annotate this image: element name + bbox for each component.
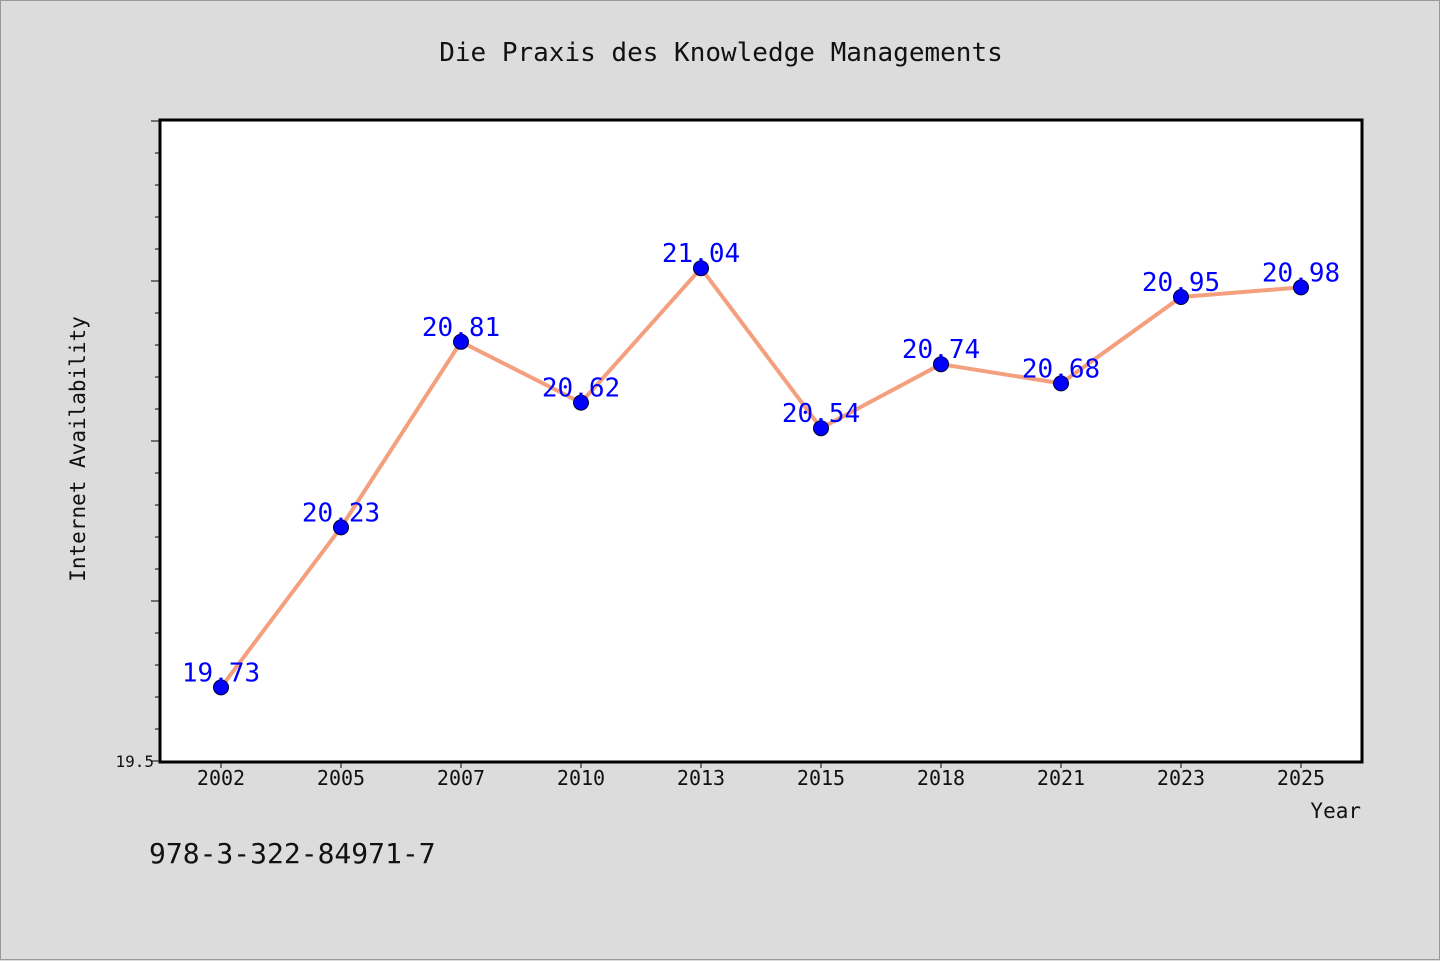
- x-axis-label: Year: [1310, 799, 1361, 823]
- series-line: [219, 266, 1302, 689]
- plot-area: [158, 118, 1364, 764]
- x-tick-label: 2015: [797, 766, 845, 790]
- data-point: [1293, 279, 1309, 296]
- data-label: 20.23: [302, 498, 380, 528]
- data-point: [813, 420, 829, 437]
- y-axis-label: Internet Availability: [66, 316, 90, 582]
- x-tick-label: 2010: [557, 766, 605, 790]
- data-label: 20.81: [422, 313, 500, 343]
- y-tick-label: 19.5: [115, 752, 154, 771]
- data-point: [453, 333, 469, 350]
- data-point: [333, 519, 349, 536]
- x-tick-label: 2025: [1277, 766, 1325, 790]
- y-axis-ticks: [151, 120, 161, 762]
- data-point: [1053, 375, 1069, 392]
- data-point: [693, 260, 709, 277]
- chart-title: Die Praxis des Knowledge Managements: [439, 38, 1003, 68]
- data-label: 21.04: [662, 239, 740, 269]
- x-tick-label: 2023: [1157, 766, 1205, 790]
- data-point: [573, 394, 589, 411]
- data-label: 20.62: [542, 374, 620, 404]
- data-point: [933, 356, 949, 373]
- x-tick-label: 2002: [197, 766, 245, 790]
- data-label: 19.73: [182, 658, 260, 688]
- x-tick-label: 2005: [317, 766, 365, 790]
- data-label: 20.68: [1022, 354, 1100, 384]
- data-label: 20.95: [1142, 268, 1220, 298]
- x-tick-label: 2021: [1037, 766, 1085, 790]
- data-labels: 19.73 20.23 20.81 20.62 21.04 20.54 20.74 20.68…: [182, 239, 1340, 688]
- x-tick-label: 2007: [437, 766, 485, 790]
- data-series: [213, 260, 1309, 696]
- data-label: 20.74: [902, 335, 980, 365]
- x-axis-ticks: 2002 2005 2007 2010 2013 2015 2018 2021 2023 2025: [197, 761, 1325, 790]
- data-label: 20.54: [782, 399, 860, 429]
- x-tick-label: 2018: [917, 766, 965, 790]
- isbn-footer: 978-3-322-84971-7: [149, 837, 436, 870]
- data-point: [213, 679, 229, 696]
- data-point: [1173, 289, 1189, 305]
- x-tick-label: 2013: [677, 766, 725, 790]
- data-label: 20.98: [1262, 258, 1340, 288]
